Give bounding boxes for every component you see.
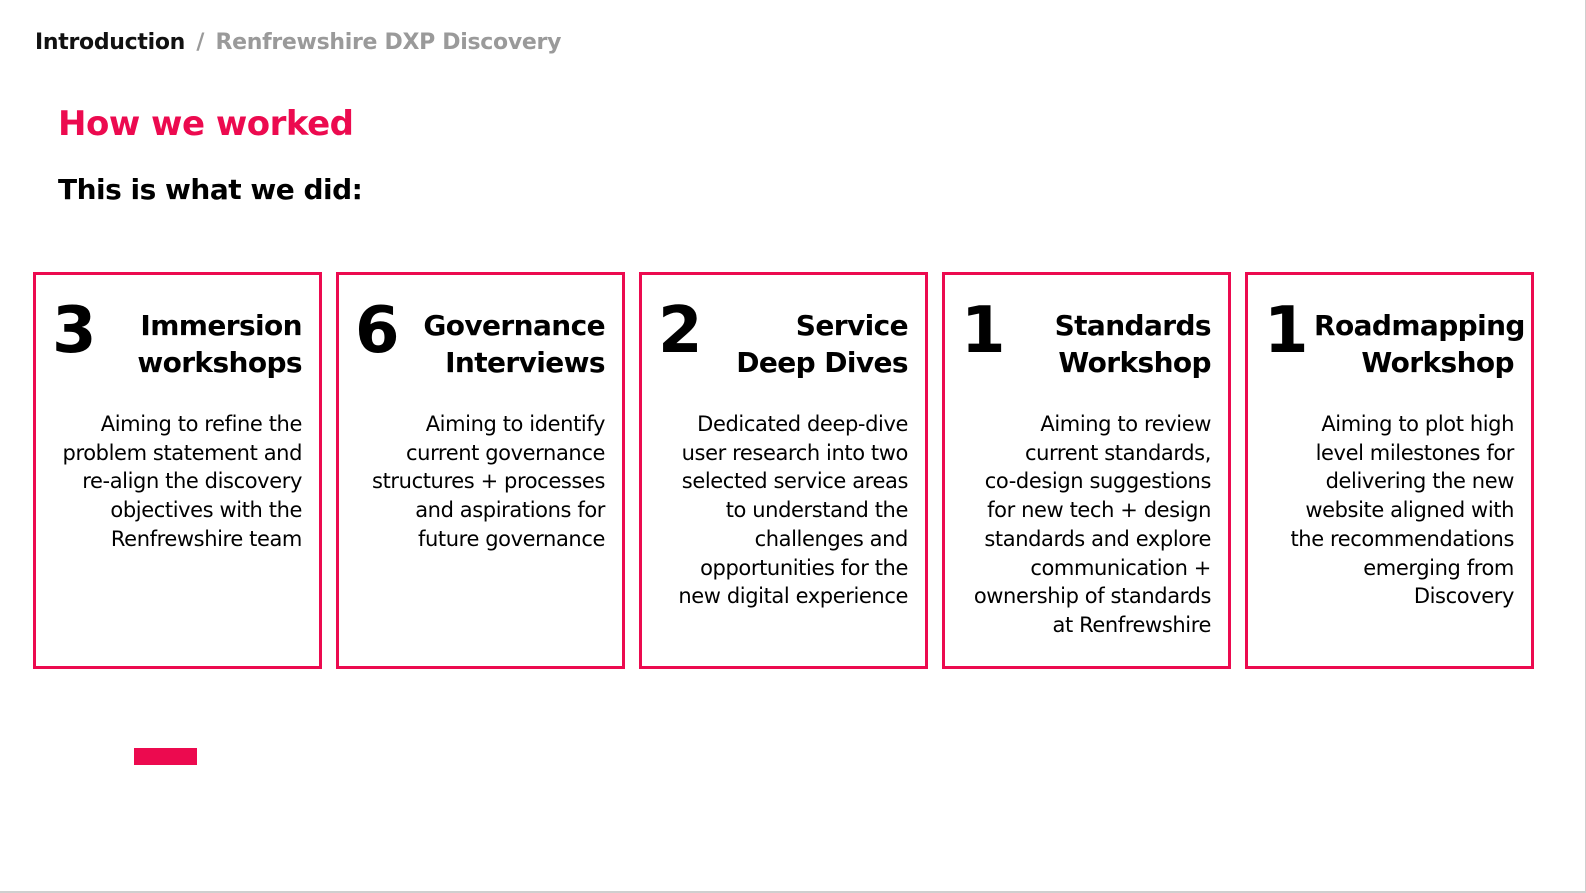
card-description: Aiming to plot high level milestones for… [1248, 410, 1514, 611]
card-description-line: new digital experience [678, 584, 908, 609]
card-count: 1 [961, 294, 1006, 368]
card-description-line: objectives with the [110, 498, 302, 523]
card-title-line: Workshop [1058, 346, 1211, 379]
activity-card-standards-workshop: 1 Standards Workshop Aiming to review cu… [942, 272, 1231, 669]
card-title-line: Workshop [1361, 346, 1514, 379]
card-description-line: co-design suggestions [984, 469, 1212, 494]
card-description-line: Aiming to review [1040, 412, 1211, 436]
card-description-line: selected service areas [681, 469, 909, 494]
card-title-line: Deep Dives [736, 346, 908, 379]
card-description-line: Aiming to refine the [100, 412, 303, 436]
card-count: 3 [52, 294, 97, 368]
card-title: Standards Workshop [1011, 307, 1212, 381]
card-description: Aiming to identify current governance st… [339, 410, 605, 554]
activity-card-governance-interviews: 6 Governance Interviews Aiming to identi… [336, 272, 625, 669]
breadcrumb-separator: / [196, 30, 205, 55]
card-description-line: Renfrewshire team [110, 526, 302, 551]
card-description-line: Dedicated deep-dive [697, 412, 908, 436]
card-title-line: Roadmapping [1314, 309, 1525, 342]
breadcrumb-current: Renfrewshire DXP Discovery [215, 30, 562, 55]
card-title-line: Immersion [140, 309, 302, 342]
card-title: Service Deep Dives [708, 307, 908, 381]
card-description-line: and aspirations for [415, 498, 605, 523]
card-description: Aiming to review current standards, co-d… [945, 410, 1212, 640]
card-description-line: Discovery [1413, 584, 1515, 609]
card-count: 1 [1264, 294, 1309, 368]
activity-cards: 3 Immersion workshops Aiming to refine t… [33, 272, 1534, 669]
card-description-line: opportunities for the [700, 555, 908, 580]
card-title-line: Interviews [445, 346, 606, 379]
card-title-line: Standards [1054, 309, 1212, 342]
page-title: How we worked [58, 104, 354, 144]
card-title-line: workshops [137, 346, 302, 379]
card-description: Dedicated deep-dive user research into t… [642, 410, 908, 611]
card-description-line: problem statement and [62, 440, 303, 465]
card-description-line: the recommendations [1290, 526, 1514, 551]
card-description-line: level milestones for [1315, 440, 1515, 465]
accent-bar [134, 748, 197, 765]
card-description-line: current standards, [1025, 440, 1211, 465]
page-subtitle: This is what we did: [58, 173, 363, 206]
card-description-line: user research into two [681, 440, 909, 465]
card-description-line: at Renfrewshire [1052, 612, 1212, 637]
card-title: Roadmapping Workshop [1314, 307, 1525, 381]
card-description-line: delivering the new [1325, 469, 1515, 494]
card-description-line: Aiming to plot high [1321, 412, 1514, 436]
card-description-line: challenges and [754, 526, 909, 551]
card-description-line: emerging from [1363, 555, 1514, 580]
card-description-line: ownership of standards [973, 584, 1212, 609]
card-description-line: website aligned with [1305, 498, 1514, 523]
card-count: 6 [355, 294, 400, 368]
activity-card-immersion-workshops: 3 Immersion workshops Aiming to refine t… [33, 272, 322, 669]
card-title: Governance Interviews [405, 307, 605, 381]
card-description-line: to understand the [725, 498, 909, 523]
card-description-line: structures + processes [372, 469, 605, 494]
breadcrumb: Introduction / Renfrewshire DXP Discover… [35, 30, 561, 55]
card-title-line: Service [795, 309, 909, 342]
activity-card-roadmapping-workshop: 1 Roadmapping Workshop Aiming to plot hi… [1245, 272, 1534, 669]
card-description-line: standards and explore [984, 526, 1211, 551]
card-description-line: communication + [1030, 555, 1211, 580]
card-title: Immersion workshops [102, 307, 302, 381]
card-description-line: for new tech + design [987, 498, 1211, 523]
card-description-line: future governance [418, 526, 605, 551]
activity-card-service-deep-dives: 2 Service Deep Dives Dedicated deep-dive… [639, 272, 928, 669]
card-title-line: Governance [423, 309, 605, 342]
card-description: Aiming to refine the problem statement a… [36, 410, 303, 554]
card-description-line: Aiming to identify [425, 412, 606, 436]
breadcrumb-root[interactable]: Introduction [35, 30, 186, 55]
card-count: 2 [658, 294, 703, 368]
card-description-line: current governance [406, 440, 605, 465]
card-description-line: re-align the discovery [82, 469, 302, 494]
